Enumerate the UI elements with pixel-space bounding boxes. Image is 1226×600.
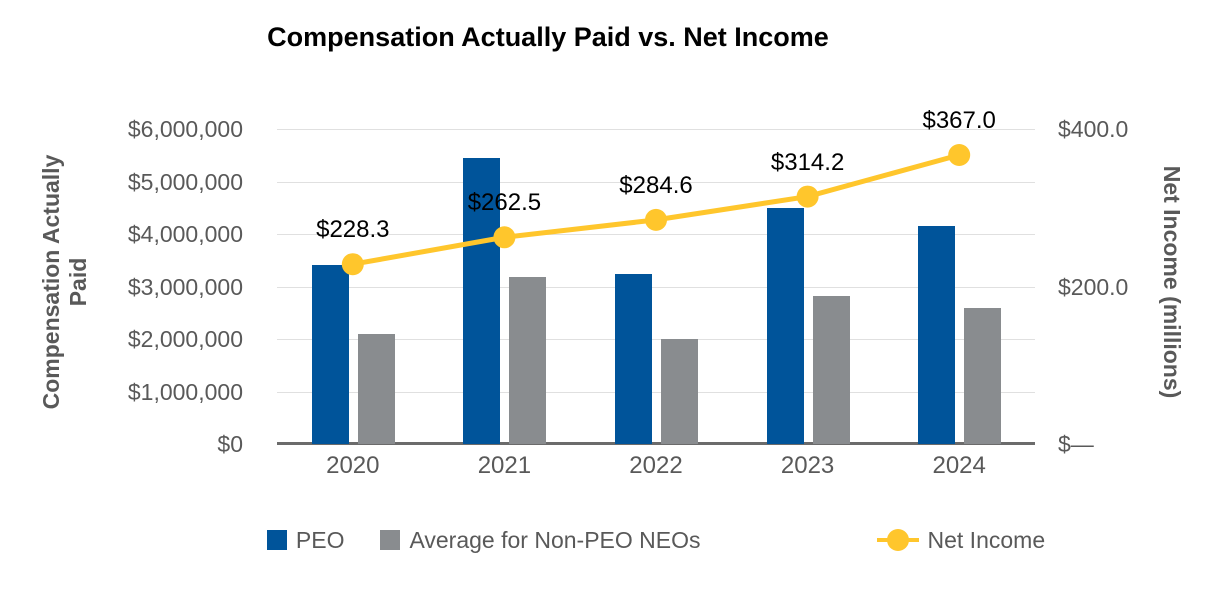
plot-area xyxy=(277,129,1035,445)
bar-non-peo-2024 xyxy=(964,308,1002,444)
x-axis-line xyxy=(277,442,1035,445)
legend-item-non-peo: Average for Non-PEO NEOs xyxy=(380,526,701,554)
left-axis-tick-label: $1,000,000 xyxy=(127,378,243,405)
legend-label-non-peo: Average for Non-PEO NEOs xyxy=(409,526,701,553)
net-income-point-2020 xyxy=(341,253,364,276)
bar-non-peo-2022 xyxy=(661,339,698,444)
gridline xyxy=(277,391,1035,393)
net-income-dot xyxy=(886,529,909,551)
x-axis-tick-label-2020: 2020 xyxy=(326,452,380,479)
left-axis-tick-label: $6,000,000 xyxy=(127,116,243,142)
bar-peo-2023 xyxy=(766,208,804,444)
x-axis-tick-label-2023: 2023 xyxy=(780,452,835,479)
net-income-line-marker-icon xyxy=(876,529,919,551)
bar-non-peo-2021 xyxy=(509,277,547,444)
legend-item-peo: PEO xyxy=(266,526,345,554)
left-axis-tick-label: $0 xyxy=(217,431,243,457)
peo-swatch-icon xyxy=(266,530,287,550)
net-income-point-2024 xyxy=(948,143,971,166)
gridline xyxy=(277,339,1035,340)
left-axis-tick-label: $4,000,000 xyxy=(127,221,243,247)
right-axis-tick-label: $200.0 xyxy=(1058,273,1129,300)
legend-item-net-income: Net Income xyxy=(876,526,1046,554)
net-income-point-2023 xyxy=(796,185,819,208)
legend: PEO Average for Non-PEO NEOs Net Income xyxy=(266,525,1045,555)
line-point-label: $262.5 xyxy=(467,189,542,217)
line-point-label: $284.6 xyxy=(619,171,693,199)
right-axis-tick-label: $400.0 xyxy=(1058,116,1129,142)
net-income-point-2022 xyxy=(645,208,667,231)
gridline xyxy=(277,181,1035,183)
line-point-label: $367.0 xyxy=(922,106,996,134)
net-income-line xyxy=(341,143,971,276)
non-peo-swatch-icon xyxy=(380,530,401,550)
left-axis-tick-label: $2,000,000 xyxy=(127,326,243,352)
net-income-point-2021 xyxy=(493,226,516,249)
bar-non-peo-2020 xyxy=(357,334,395,444)
bar-peo-2021 xyxy=(463,158,501,444)
legend-label-net-income: Net Income xyxy=(927,526,1046,553)
gridline xyxy=(277,234,1035,235)
left-axis-tick-label: $5,000,000 xyxy=(127,168,243,195)
gridline xyxy=(277,129,1035,130)
bar-peo-2020 xyxy=(311,265,349,444)
right-axis-tick-label: $— xyxy=(1058,431,1094,457)
x-axis-tick-label-2024: 2024 xyxy=(932,452,986,479)
x-axis-tick-label-2021: 2021 xyxy=(477,452,532,479)
line-point-label: $314.2 xyxy=(770,148,845,176)
legend-label-peo: PEO xyxy=(295,526,345,553)
line-point-label: $228.3 xyxy=(316,216,390,244)
bar-peo-2024 xyxy=(918,226,956,444)
gridline xyxy=(277,286,1035,288)
x-axis-tick-label-2022: 2022 xyxy=(629,452,683,479)
chart-title: Compensation Actually Paid vs. Net Incom… xyxy=(267,22,829,52)
left-axis-tick-label: $3,000,000 xyxy=(127,273,243,300)
bar-peo-2022 xyxy=(615,274,652,444)
bar-non-peo-2023 xyxy=(812,296,850,444)
